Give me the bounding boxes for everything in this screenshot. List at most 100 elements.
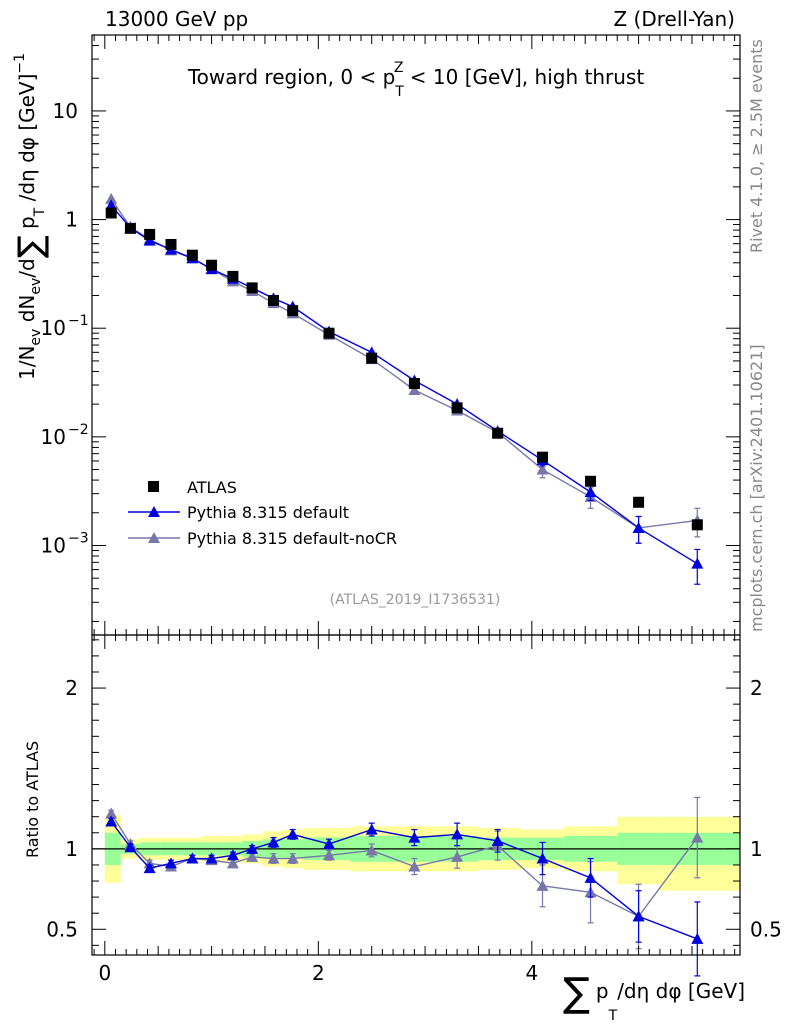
ratio-data-point [691,932,704,944]
chart-title-sub: T [394,84,404,100]
chart-title-suffix: < 10 [GeV], high thrust [403,65,644,89]
ratio-data-point [365,844,378,856]
ratio-data-point [632,910,645,922]
atlas-data-point [585,475,597,487]
ratio-y-tick-label-right: 2 [750,676,763,700]
atlas-data-point [246,282,258,294]
atlas-data-point [105,207,117,219]
legend: ATLAS Pythia 8.315 default Pythia 8.315 … [128,478,397,548]
x-tick-label: 4 [525,961,538,985]
atlas-data-point [451,402,463,414]
mcplots-label: mcplots.cern.ch [arXiv:2401.10621] [747,344,766,632]
main-data-point [536,463,549,475]
ratio-data-point [691,831,704,843]
atlas-data-point [408,377,420,389]
x-axis-label-rest: /dη dφ [GeV] [617,979,745,1003]
ratio-data-point [322,838,335,850]
main-y-tick-exponent: −1 [68,313,89,329]
ratio-y-axis-label: Ratio to ATLAS [23,741,42,858]
ratio-y-tick-label-right: 0.5 [750,917,782,941]
x-tick-label: 2 [312,961,325,985]
main-data-point [632,521,645,533]
atlas-data-point [633,496,645,508]
legend-marker-default [148,506,160,517]
atlas-data-point [165,238,177,250]
x-axis-label-sigma: ∑ [563,970,590,1016]
atlas-data-point [691,519,703,531]
ratio-data-point [164,857,177,869]
atlas-data-point [267,294,279,306]
legend-marker-nocr [148,532,160,543]
x-axis-label: ∑ pT/dη dφ [GeV] [563,970,745,1024]
main-y-tick-label: 10 [41,316,66,340]
ratio-data-point [286,852,299,864]
atlas-data-point [186,249,198,261]
ratio-data-point [408,831,421,843]
chart-title: Toward region, 0 < pTZ < 10 [GeV], high … [187,60,644,100]
chart-title-sup: Z [394,60,404,76]
ratio-panel: 0.5 0.5 1 1 2 2 0 2 4 Ratio to ATLAS ∑ pT/dη dφ … [23,634,782,1024]
x-tick-label: 0 [98,961,111,985]
header-right-label: Z (Drell-Yan) [613,7,735,31]
rivet-label: Rivet 4.1.0, ≥ 2.5M events [747,39,766,253]
ratio-data-point [491,834,504,846]
legend-label-atlas: ATLAS [187,478,237,497]
main-data-point [584,486,597,498]
main-y-tick-label: 10 [41,533,66,557]
ratio-data-point [226,849,239,861]
ratio-data-point [451,828,464,840]
main-data-point [408,383,421,395]
ratio-data-point [408,860,421,872]
ratio-data-point [365,823,378,835]
main-data-point [691,557,704,569]
atlas-data-point [206,259,218,271]
ratio-data-point [246,842,259,854]
atlas-data-point [492,427,504,439]
analysis-watermark: (ATLAS_2019_I1736531) [330,592,501,608]
main-data-point [143,234,156,246]
ratio-data-point [246,850,259,862]
ratio-data-point [267,836,280,848]
ratio-data-point [143,862,156,874]
ratio-y-tick-label: 0.5 [46,917,78,941]
main-y-tick-label: 10 [41,425,66,449]
atlas-data-point [287,305,299,317]
ratio-y-tick-label-right: 1 [750,837,763,861]
main-y-tick-label: 1 [65,208,78,232]
x-axis-label-sub: T [608,1008,618,1024]
atlas-data-point [227,270,239,282]
x-axis-label-p: p [596,979,609,1003]
main-y-tick-exponent: −3 [68,530,89,546]
atlas-data-point [323,327,335,339]
ratio-data-point [536,879,549,891]
main-y-axis-label: 1/Nev dNev/d∑ pT /dη dφ [GeV]−1 [11,53,51,380]
ratio-data-point [186,852,199,864]
main-data-point [105,192,118,204]
ratio-data-point [124,841,137,853]
header-left-label: 13000 GeV pp [105,7,248,31]
ratio-y-tick-label: 2 [65,676,78,700]
ratio-data-point [286,828,299,840]
main-y-tick-label: 10 [53,99,78,123]
ratio-data-point [105,815,118,827]
ratio-data-point [322,849,335,861]
ratio-y-tick-label: 1 [65,837,78,861]
ratio-data-point [226,857,239,869]
main-y-tick-exponent: −2 [68,422,89,438]
ratio-data-point [451,850,464,862]
atlas-data-point [144,228,156,240]
ratio-data-point [536,852,549,864]
ratio-frame [91,634,741,956]
ratio-data-point [205,852,218,864]
legend-label-nocr: Pythia 8.315 default-noCR [187,529,397,548]
svg-text:1/Nev dNev/d∑ pT /dη dφ [GeV]: 1/Nev dNev/d∑ pT /dη dφ [GeV]−1 [11,53,51,380]
chart-title-prefix: Toward region, 0 < p [187,65,395,89]
legend-label-default: Pythia 8.315 default [187,503,349,522]
atlas-data-point [366,352,378,364]
ratio-data-point [584,871,597,883]
legend-marker-atlas [148,481,159,492]
atlas-data-point [124,222,136,234]
ratio-data-point [267,852,280,864]
